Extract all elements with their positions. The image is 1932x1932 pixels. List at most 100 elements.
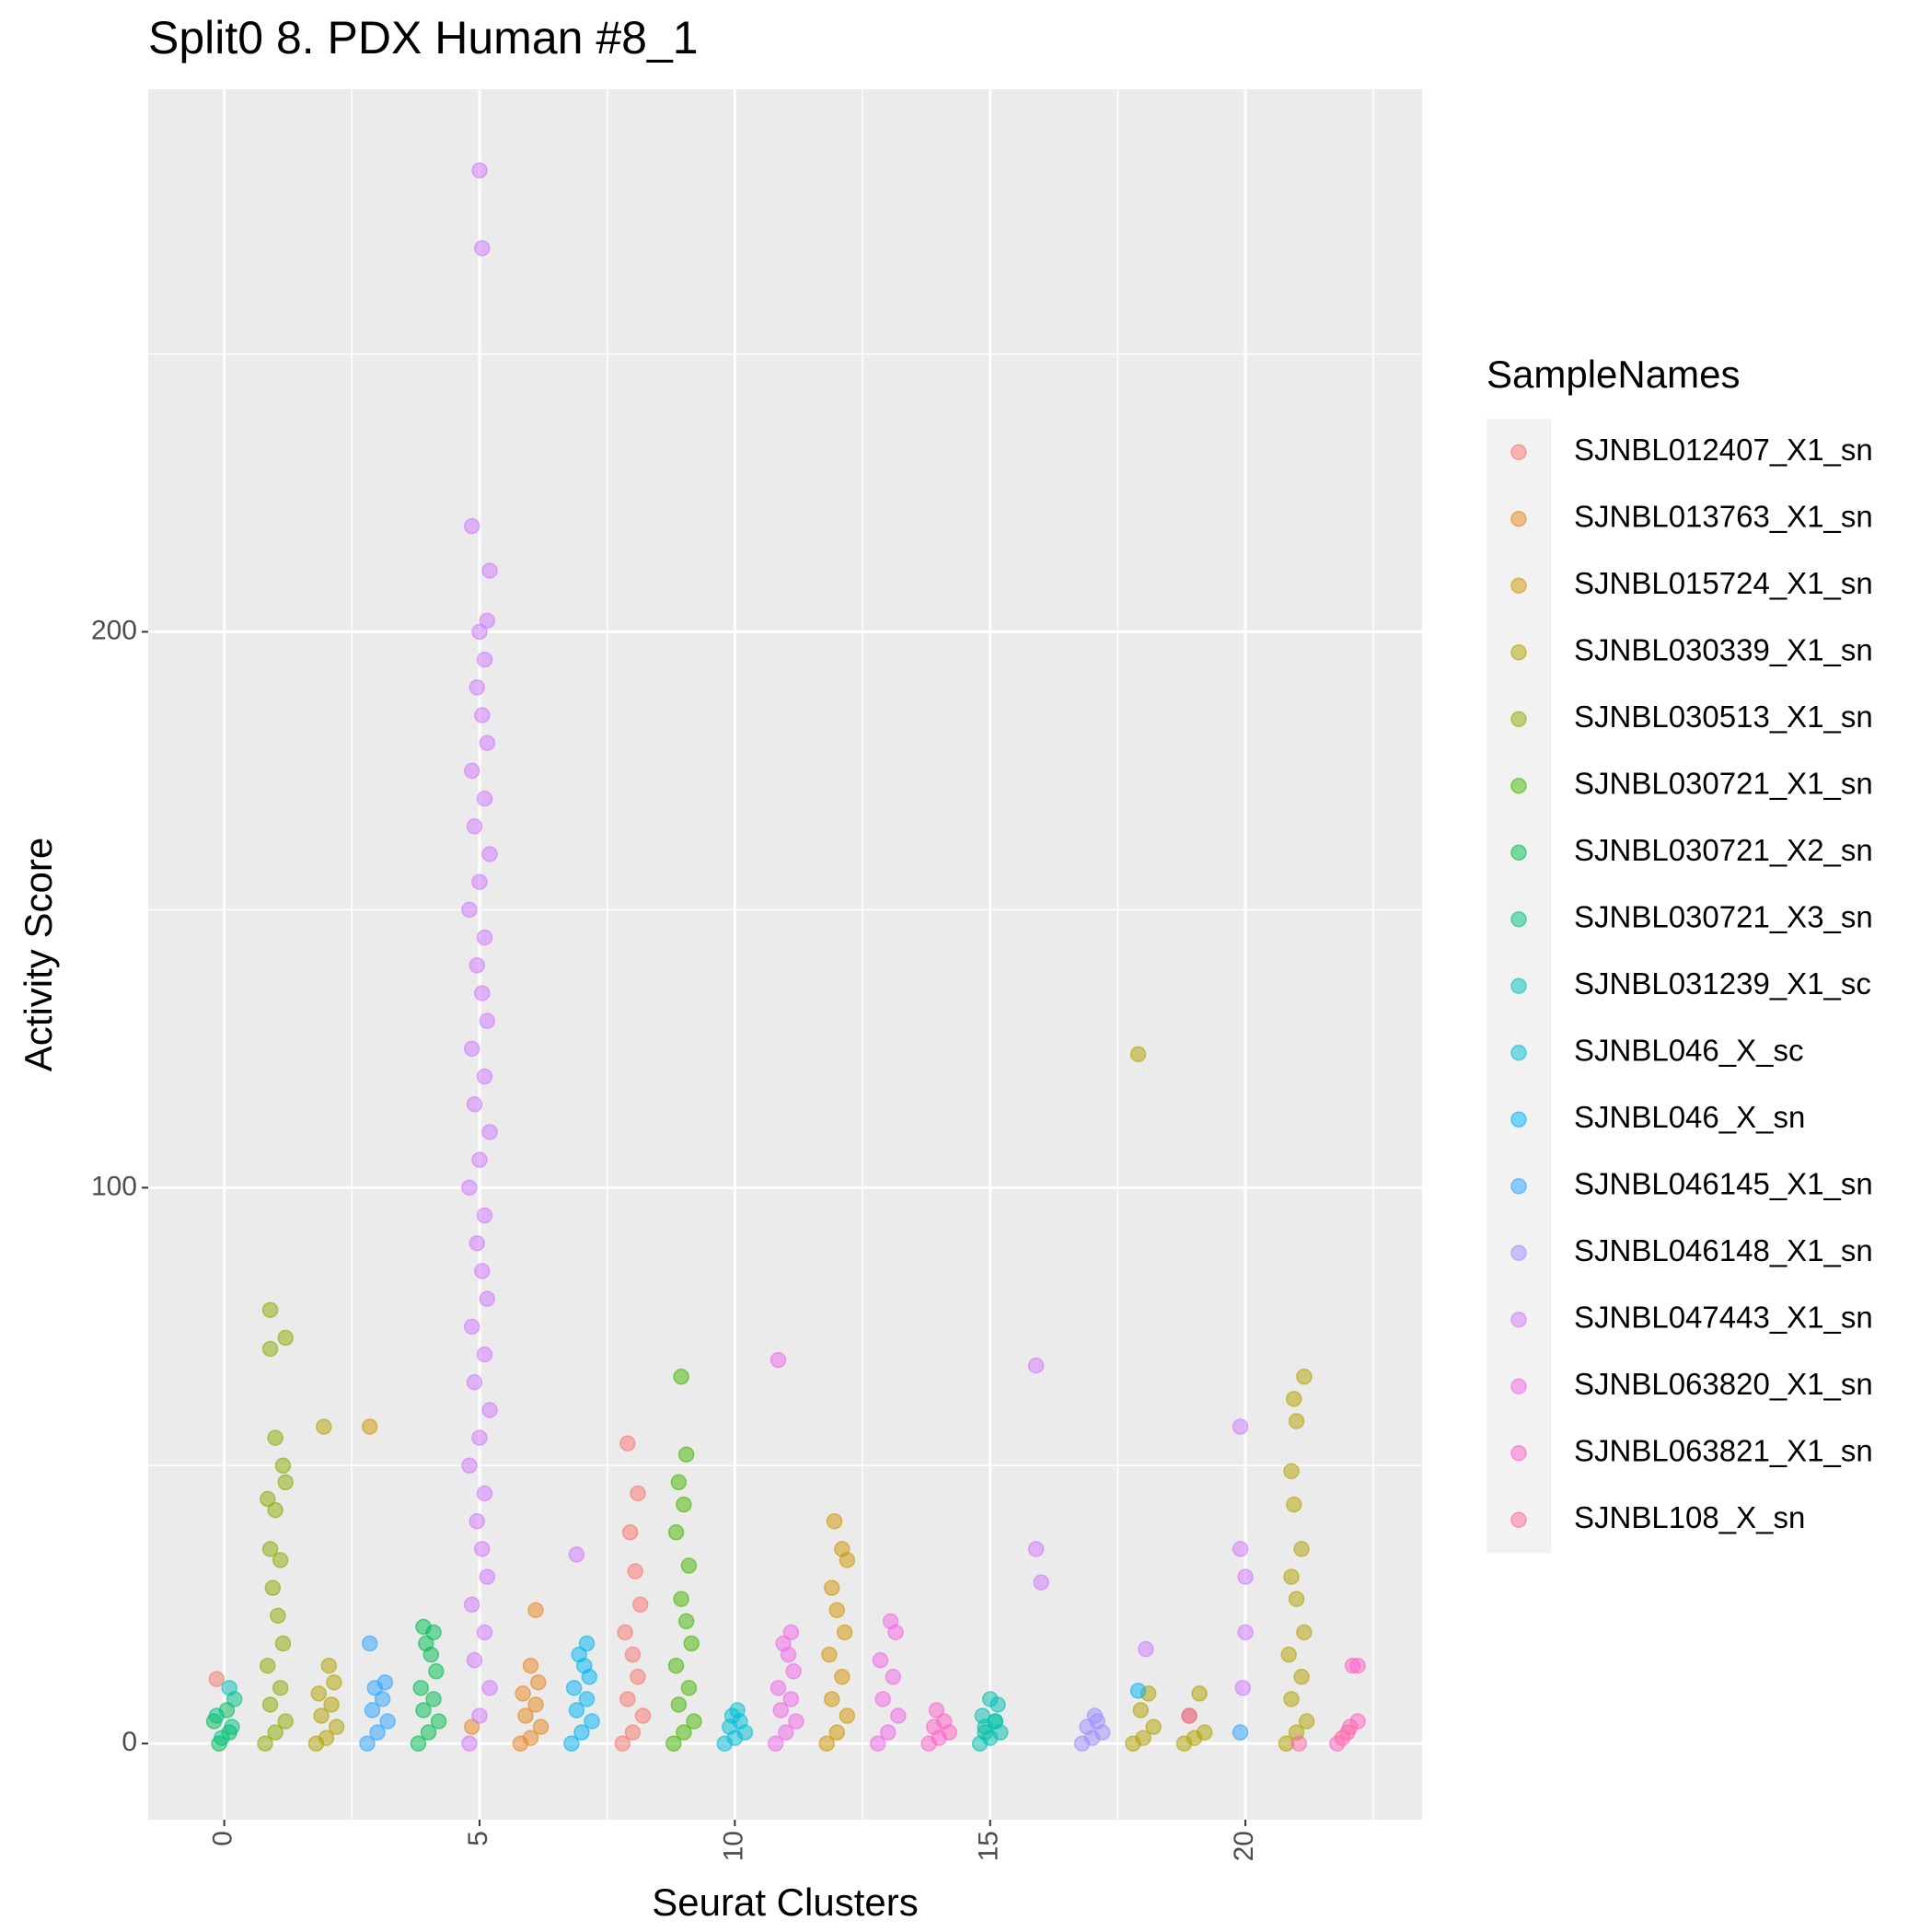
point (1349, 1657, 1366, 1674)
point (274, 1457, 292, 1475)
point (379, 1713, 396, 1730)
point (885, 1669, 902, 1685)
legend-label: SJNBL030721_X3_sn (1574, 899, 1873, 933)
point (818, 1735, 835, 1753)
point (821, 1646, 838, 1663)
point (630, 1669, 646, 1685)
point (466, 1096, 483, 1113)
legend-label: SJNBL047443_X1_sn (1574, 1300, 1873, 1334)
legend-label: SJNBL030721_X2_sn (1574, 833, 1873, 867)
x-axis-label: Seurat Clusters (652, 1880, 918, 1924)
y-axis-label: Activity Score (17, 838, 60, 1071)
point (359, 1735, 376, 1753)
point (578, 1691, 596, 1707)
point (527, 1602, 544, 1619)
point (619, 1435, 636, 1452)
point (463, 517, 480, 535)
point (1293, 1669, 1310, 1685)
legend-label: SJNBL030513_X1_sn (1574, 700, 1873, 734)
point (1293, 1541, 1310, 1557)
point (318, 1730, 335, 1746)
point (277, 1329, 294, 1347)
point (313, 1707, 330, 1724)
point (1290, 1735, 1308, 1753)
legend-symbol (1510, 1244, 1527, 1261)
x-tick-label: 20 (1229, 1831, 1259, 1861)
legend-label: SJNBL013763_X1_sn (1574, 499, 1873, 533)
point (1296, 1368, 1313, 1385)
point (415, 1618, 432, 1636)
point (479, 1012, 496, 1029)
point (782, 1691, 800, 1707)
point (1237, 1568, 1254, 1585)
plot-panel (148, 89, 1422, 1820)
point (680, 1557, 698, 1574)
point (1342, 1718, 1359, 1735)
point (778, 1724, 794, 1741)
point (522, 1657, 539, 1674)
point (530, 1674, 547, 1691)
point (665, 1735, 682, 1753)
point (476, 1068, 493, 1085)
point (1334, 1730, 1351, 1746)
legend-label: SJNBL046145_X1_sn (1574, 1166, 1873, 1200)
legend-label: SJNBL012407_X1_sn (1574, 433, 1873, 467)
point (515, 1685, 531, 1702)
point (476, 1207, 493, 1224)
point (677, 1613, 695, 1630)
point (769, 1351, 787, 1369)
point (670, 1474, 688, 1491)
point (563, 1735, 580, 1753)
point (476, 1346, 493, 1363)
point (1288, 1413, 1305, 1429)
point (631, 1596, 649, 1614)
point (1196, 1724, 1213, 1741)
point (828, 1724, 846, 1741)
point (1286, 1391, 1302, 1407)
point (270, 1607, 286, 1625)
point (584, 1713, 600, 1730)
legend-symbol (1510, 577, 1527, 594)
legend-label: SJNBL046_X_sn (1574, 1100, 1805, 1134)
legend-title: SampleNames (1487, 353, 1740, 396)
point (274, 1635, 292, 1652)
point (869, 1735, 886, 1753)
point (257, 1735, 273, 1753)
point (522, 1730, 539, 1746)
point (834, 1541, 850, 1557)
point (532, 1718, 550, 1735)
point (673, 1368, 689, 1385)
point (461, 1457, 478, 1475)
point (1191, 1685, 1208, 1702)
legend-label: SJNBL046_X_sc (1574, 1033, 1803, 1067)
point (1280, 1646, 1297, 1663)
point (224, 1718, 240, 1735)
legend-symbol (1510, 1178, 1527, 1195)
point (834, 1669, 850, 1685)
point (981, 1691, 999, 1707)
legend-symbol (1510, 644, 1527, 661)
point (1283, 1691, 1300, 1707)
point (267, 1724, 283, 1741)
point (680, 1680, 698, 1696)
point (476, 1485, 493, 1502)
legend-label: SJNBL030721_X1_sn (1574, 766, 1873, 800)
point (474, 985, 491, 1001)
point (326, 1674, 342, 1691)
point (1181, 1707, 1197, 1724)
point (261, 1541, 279, 1557)
x-tick-label: 10 (718, 1831, 748, 1861)
point (463, 1718, 480, 1735)
point (474, 707, 491, 723)
point (872, 1651, 889, 1669)
point (782, 1624, 800, 1641)
point (261, 1696, 279, 1713)
point (1232, 1724, 1249, 1741)
point (565, 1680, 583, 1696)
point (479, 735, 496, 751)
point (272, 1680, 289, 1696)
legend-symbol (1510, 1445, 1527, 1462)
point (527, 1696, 544, 1713)
point (1298, 1713, 1315, 1730)
